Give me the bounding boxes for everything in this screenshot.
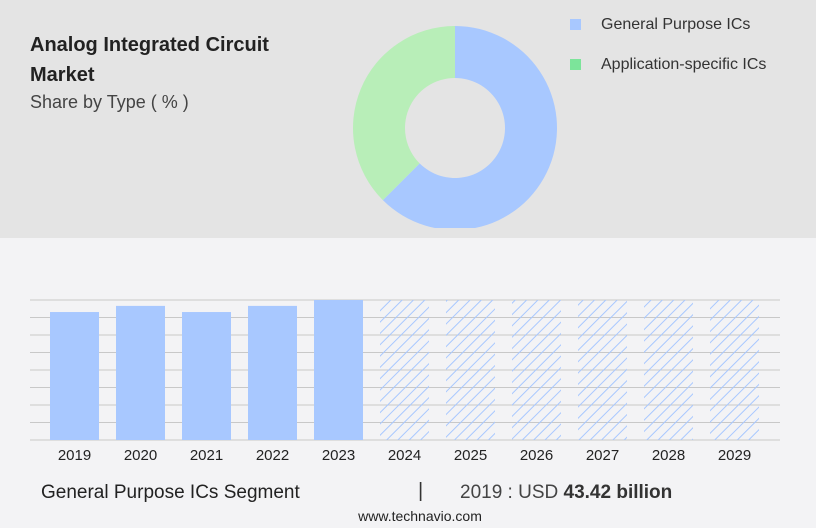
- legend-item-general: General Purpose ICs: [570, 16, 750, 34]
- x-tick-label: 2022: [256, 447, 289, 464]
- bar: [314, 300, 363, 440]
- x-tick-label: 2027: [586, 447, 619, 464]
- legend-label: General Purpose ICs: [601, 16, 751, 33]
- forecast-bar: [512, 300, 561, 440]
- bar: [50, 312, 99, 440]
- x-tick-label: 2026: [520, 447, 553, 464]
- x-tick-label: 2025: [454, 447, 487, 464]
- forecast-bar: [446, 300, 495, 440]
- legend-swatch: [570, 59, 581, 71]
- legend-label: Application-specific ICs: [601, 56, 767, 73]
- x-tick-label: 2023: [322, 447, 355, 464]
- forecast-bar: [710, 300, 759, 440]
- legend-item-application: Application-specific ICs: [570, 56, 766, 74]
- x-tick-label: 2021: [190, 447, 223, 464]
- x-tick-label: 2019: [58, 447, 91, 464]
- separator: |: [418, 480, 424, 502]
- segment-label: General Purpose ICs Segment: [41, 482, 300, 503]
- forecast-bar: [380, 300, 429, 440]
- chart-subtitle: Share by Type ( % ): [30, 92, 189, 112]
- x-tick-label: 2029: [718, 447, 751, 464]
- segment-value: 2019 : USD 43.42 billion: [460, 482, 672, 504]
- x-tick-label: 2024: [388, 447, 421, 464]
- x-tick-label: 2020: [124, 447, 157, 464]
- x-tick-label: 2028: [652, 447, 685, 464]
- year-label: 2019 : USD: [460, 482, 559, 503]
- legend-swatch: [570, 19, 581, 31]
- bar: [182, 312, 231, 440]
- website: www.technavio.com: [358, 508, 482, 524]
- donut-slice: [353, 26, 455, 201]
- forecast-bar: [644, 300, 693, 440]
- chart-title: Analog Integrated Circuit Market: [30, 34, 269, 86]
- donut-slice: [382, 26, 557, 228]
- bar: [116, 305, 165, 440]
- value: 43.42 billion: [563, 482, 673, 503]
- bar: [248, 305, 297, 440]
- forecast-bar: [578, 300, 627, 440]
